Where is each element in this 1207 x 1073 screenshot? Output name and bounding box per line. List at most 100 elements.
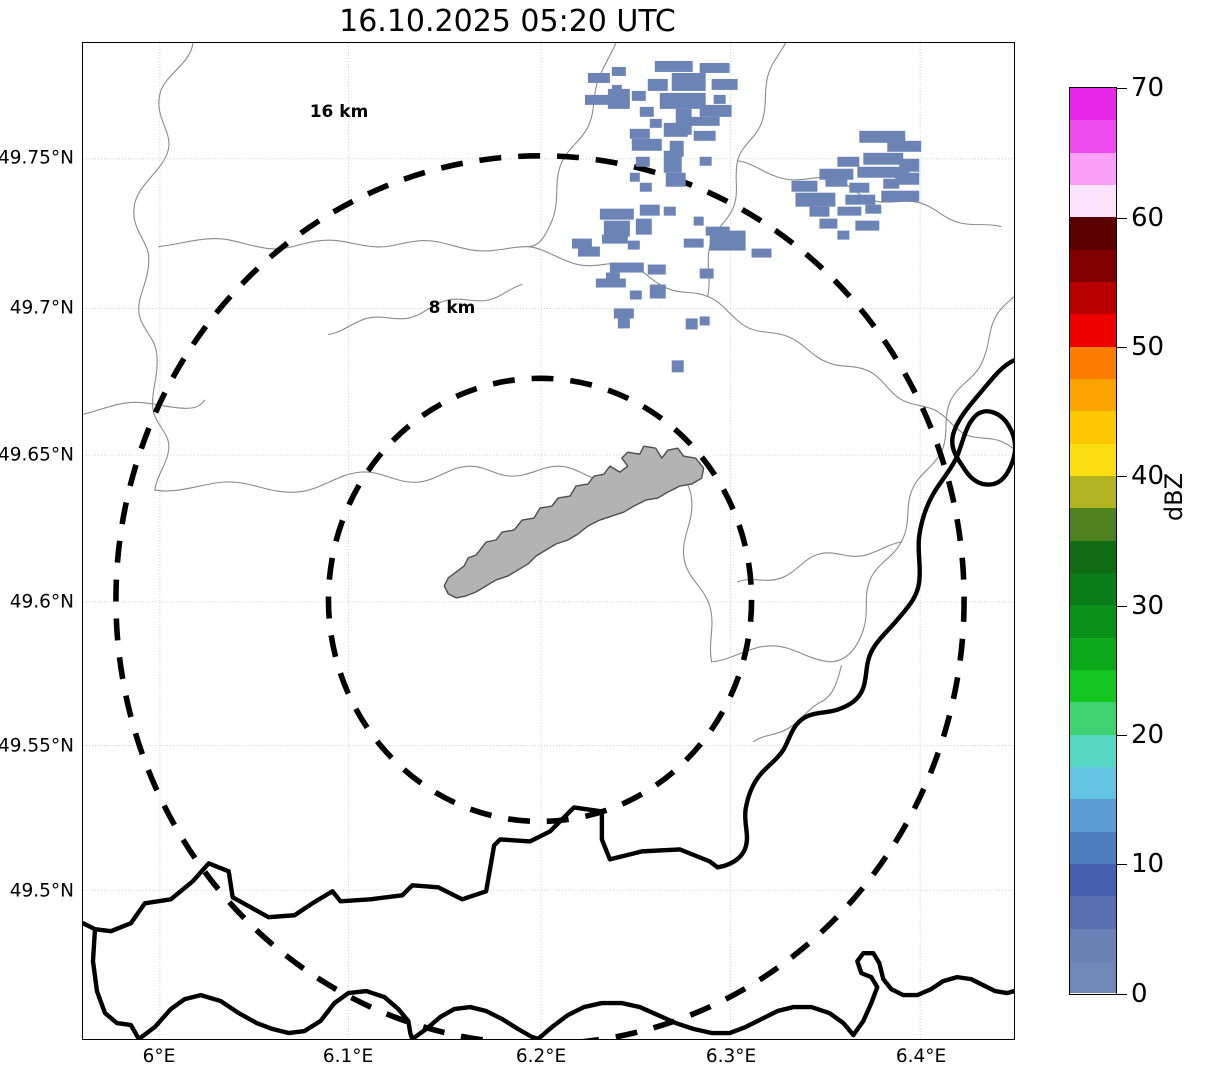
colorbar[interactable]: [1069, 87, 1117, 995]
x-axis-tick-label: 6.2°E: [515, 1046, 567, 1067]
colorbar-tick-label: 40: [1131, 461, 1165, 492]
y-axis-tick-label: 49.75°N: [0, 147, 74, 169]
admin-boundary-lines: [83, 43, 1014, 743]
colorbar-band: [1070, 863, 1116, 897]
colorbar-band: [1070, 605, 1116, 638]
colorbar-band: [1070, 152, 1116, 185]
radar-echo-cell: [571, 238, 592, 249]
colorbar-band: [1070, 217, 1116, 250]
national-border-line: [83, 358, 1014, 1039]
radar-echo-cell: [603, 220, 630, 237]
radar-echo-cell: [857, 166, 910, 178]
radar-echo-cell: [699, 316, 710, 326]
radar-echo-cell: [883, 178, 900, 189]
colorbar-band: [1070, 766, 1116, 800]
colorbar-band: [1070, 346, 1116, 379]
radar-echo-cell: [819, 218, 838, 229]
colorbar-tick-mark: [1117, 476, 1127, 478]
radar-echo-cell: [663, 122, 688, 137]
colorbar-tick-label: 60: [1131, 202, 1165, 233]
colorbar-tick-label: 50: [1131, 332, 1165, 363]
radar-echo-cell: [639, 204, 660, 216]
radar-echo-cell: [595, 278, 626, 288]
colorbar-band: [1070, 669, 1116, 703]
colorbar-tick-mark: [1117, 217, 1127, 219]
colorbar-band: [1070, 120, 1116, 153]
radar-echo-cell: [611, 66, 626, 76]
radar-echo-cell: [659, 92, 706, 109]
radar-echo-cell: [863, 152, 904, 165]
colorbar-band: [1070, 475, 1116, 509]
radar-echo-cell: [647, 78, 668, 91]
radar-echo-cell: [654, 60, 693, 72]
radar-echo-cell: [663, 150, 682, 173]
x-axis-tick-label: 6.1°E: [322, 1046, 374, 1067]
colorbar-band: [1070, 281, 1116, 315]
radar-echo-cell: [647, 264, 666, 275]
colorbar-tick-mark: [1117, 734, 1127, 736]
radar-echo-cell: [693, 216, 704, 226]
radar-echo-cell: [671, 72, 706, 91]
radar-echo-cell: [649, 118, 662, 128]
colorbar-band: [1070, 508, 1116, 541]
colorbar-band: [1070, 702, 1116, 735]
radar-echo-cell: [683, 238, 704, 248]
y-axis-tick-labels: 49.75°N 49.7°N 49.65°N 49.6°N 49.55°N 49.5°N: [0, 0, 74, 1073]
colorbar-band: [1070, 928, 1116, 961]
x-axis-tick-label: 6.4°E: [895, 1046, 947, 1067]
radar-echo-cell: [639, 106, 654, 117]
colorbar-tick-mark: [1117, 993, 1127, 995]
radar-echo-cell: [609, 262, 644, 273]
radar-echo-cell: [584, 94, 611, 105]
radar-echo-cell: [699, 156, 712, 166]
colorbar-band: [1070, 896, 1116, 929]
colorbar-band: [1070, 572, 1116, 606]
y-axis-tick-label: 49.6°N: [9, 591, 74, 613]
radar-echo-cell: [699, 62, 730, 73]
colorbar-band: [1070, 540, 1116, 573]
radar-echo-cell: [881, 190, 920, 202]
radar-echo-cell: [613, 308, 634, 319]
radar-echo-cell: [845, 194, 876, 205]
colorbar-tick-label: 70: [1131, 73, 1165, 104]
radar-echo-cell: [709, 230, 746, 251]
radar-echo-cell: [895, 172, 920, 185]
radar-echo-cell: [711, 78, 738, 90]
radar-echo-cell: [693, 130, 716, 141]
colorbar-tick-label: 0: [1131, 978, 1148, 1009]
colorbar-tick-mark: [1117, 605, 1127, 607]
radar-echo-cell: [819, 168, 854, 180]
radar-echo-cell: [849, 182, 870, 193]
radar-echo-cell: [605, 272, 620, 282]
radar-echo-cell: [699, 268, 714, 279]
radar-echo-cell: [859, 130, 906, 143]
radar-echo-cell: [689, 116, 720, 126]
radar-echo-cell: [713, 94, 726, 104]
radar-echo-cell: [587, 72, 610, 83]
radar-echo-cell: [837, 156, 860, 167]
range-ring-label-8km: 8 km: [428, 298, 476, 318]
radar-echo-cell: [685, 318, 698, 330]
colorbar-band: [1070, 249, 1116, 282]
x-axis-tick-label: 6°E: [142, 1046, 176, 1067]
radar-echo-cell: [865, 204, 882, 214]
radar-echo-cell: [663, 206, 676, 216]
radar-echo-cell: [791, 180, 818, 192]
radar-echo-cell: [855, 220, 880, 231]
radar-echo-cell: [887, 140, 922, 152]
radar-echo-cell: [599, 208, 634, 220]
colorbar-band: [1070, 637, 1116, 670]
radar-echo-cell: [825, 176, 848, 187]
radar-echo-cell: [671, 360, 684, 373]
map-plot-area[interactable]: [82, 42, 1015, 1040]
radar-echo-cell: [751, 248, 772, 258]
colorbar-tick-mark: [1117, 88, 1127, 90]
radar-echo-cell: [639, 182, 652, 192]
radar-echo-cell: [795, 192, 836, 207]
colorbar-tick-label: 10: [1131, 849, 1165, 880]
radar-echo-cell: [629, 128, 650, 139]
radar-echo-cell: [699, 104, 732, 117]
colorbar-band: [1070, 734, 1116, 767]
radar-echo-cell: [631, 138, 662, 151]
colorbar-band: [1070, 831, 1116, 864]
